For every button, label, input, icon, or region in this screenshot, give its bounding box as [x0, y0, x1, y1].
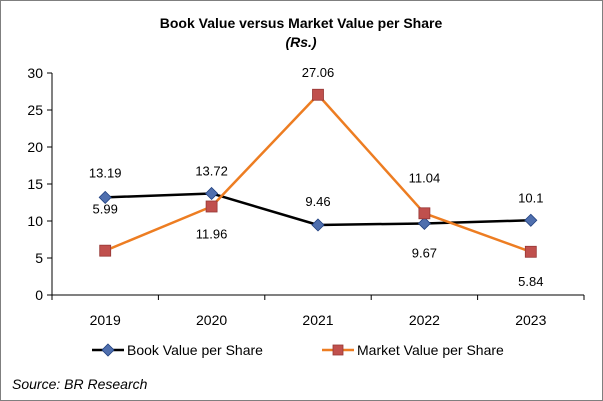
- book-value-data-label: 13.72: [195, 163, 228, 178]
- series-layer: [98, 88, 538, 258]
- market-value-point: [205, 200, 218, 213]
- x-tick-label: 2022: [409, 312, 440, 328]
- x-tick-label: 2019: [90, 312, 121, 328]
- book-value-data-label: 9.46: [305, 194, 330, 209]
- legend-book-marker: [101, 343, 115, 357]
- y-tick-label: 30: [27, 65, 43, 81]
- market-value-point: [312, 88, 324, 101]
- book-value-point: [98, 190, 112, 204]
- market-value-point: [99, 244, 112, 257]
- y-tick-label: 10: [27, 213, 43, 229]
- data-labels: 13.19 13.72 9.46 9.67 10.1 5.99 11.96 27.06 11.0…: [89, 65, 544, 289]
- market-value-point: [418, 207, 431, 220]
- y-tick-label: 0: [35, 287, 43, 303]
- market-value-point: [524, 245, 537, 258]
- y-tick-label: 15: [27, 176, 43, 192]
- x-tick-label: 2020: [196, 312, 227, 328]
- market-value-data-label: 27.06: [302, 65, 335, 80]
- market-value-data-label: 5.99: [93, 202, 118, 217]
- book-value-point: [524, 213, 538, 227]
- market-value-data-label: 11.96: [196, 226, 228, 241]
- book-value-point: [311, 218, 325, 232]
- legend-market-label: Market Value per Share: [357, 342, 504, 358]
- x-tick-label: 2021: [302, 312, 333, 328]
- chart-subtitle: (Rs.): [285, 34, 316, 50]
- axes: 0 5 10 15 20 25 30 2019 2020 2021 2022 2023: [27, 65, 585, 328]
- chart-title: Book Value versus Market Value per Share: [160, 15, 443, 31]
- legend-book-label: Book Value per Share: [127, 342, 263, 358]
- book-value-point: [417, 216, 431, 231]
- legend-market-marker: [332, 344, 344, 356]
- book-value-data-label: 10.1: [518, 190, 543, 205]
- y-tick-label: 25: [27, 102, 43, 118]
- book-value-data-label: 13.19: [89, 165, 122, 180]
- x-tick-label: 2023: [515, 312, 546, 328]
- market-value-data-label: 11.04: [409, 170, 441, 185]
- market-value-data-label: 5.84: [518, 274, 543, 289]
- y-tick-label: 5: [35, 250, 43, 266]
- legend: Book Value per Share Market Value per Sh…: [92, 342, 504, 358]
- book-value-data-label: 9.67: [412, 245, 437, 260]
- source-note: Source: BR Research: [12, 376, 148, 392]
- book-value-point: [205, 186, 219, 201]
- y-tick-label: 20: [27, 139, 43, 155]
